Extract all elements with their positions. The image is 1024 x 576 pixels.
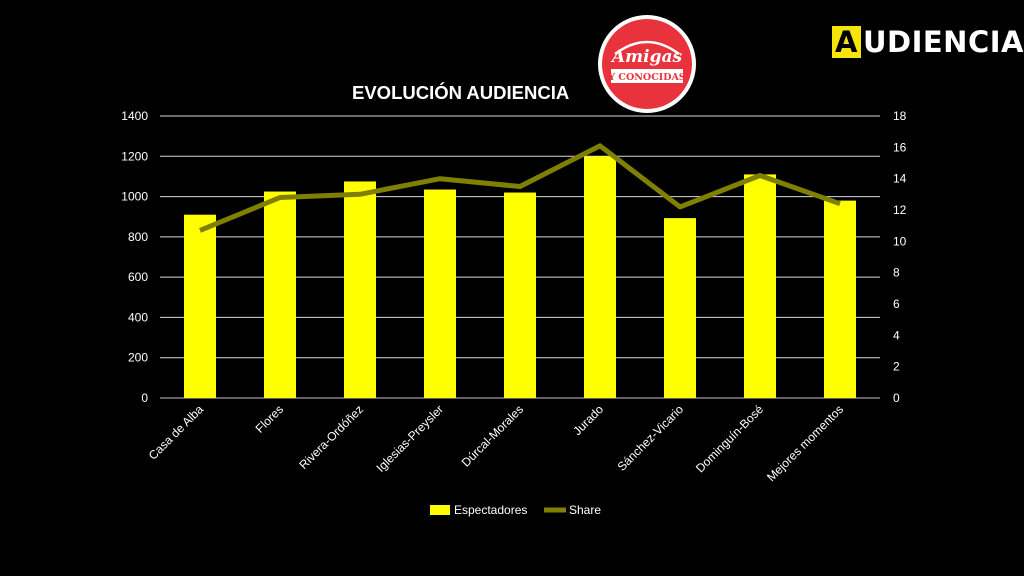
bar-espectadores xyxy=(424,189,456,398)
bar-espectadores xyxy=(504,192,536,398)
x-tick-label: Mejores momentos xyxy=(764,402,846,484)
brand-logo: AUDIENCIAS xyxy=(832,25,1024,59)
y-left-tick-label: 1200 xyxy=(121,149,148,163)
logo-arc xyxy=(614,40,680,56)
y-left-tick-label: 200 xyxy=(128,351,148,365)
bar-espectadores xyxy=(344,181,376,398)
logo-text-line1: Amigas xyxy=(610,47,683,67)
brand-first-letter: A xyxy=(832,26,861,58)
x-tick-label: Dominguín-Bosé xyxy=(693,402,766,475)
y-left-tick-label: 1400 xyxy=(121,109,148,123)
y-left-tick-label: 400 xyxy=(128,310,148,324)
y-right-tick-label: 4 xyxy=(893,328,900,342)
legend-swatch-espectadores xyxy=(430,505,450,515)
y-right-tick-label: 2 xyxy=(893,360,900,374)
y-left-tick-label: 800 xyxy=(128,230,148,244)
bar-espectadores xyxy=(744,174,776,398)
show-logo: Amigas Y CONOCIDAS xyxy=(598,15,696,113)
line-share xyxy=(199,143,841,233)
y-left-tick-label: 1000 xyxy=(121,190,148,204)
y-left-tick-label: 600 xyxy=(128,270,148,284)
brand-rest: UDIENCIAS xyxy=(862,25,1024,59)
y-right-tick-label: 12 xyxy=(893,203,907,217)
bar-espectadores xyxy=(584,156,616,398)
bar-espectadores xyxy=(824,200,856,398)
x-tick-label: Jurado xyxy=(570,402,606,438)
bar-espectadores xyxy=(264,191,296,398)
y-right-tick-label: 16 xyxy=(893,140,907,154)
x-tick-label: Dúrcal-Morales xyxy=(459,402,526,469)
x-tick-label: Rivera-Ordóñez xyxy=(296,402,366,472)
x-tick-label: Casa de Alba xyxy=(146,402,207,463)
x-tick-label: Iglesias-Preysler xyxy=(373,402,446,475)
y-right-tick-label: 0 xyxy=(893,391,900,405)
x-tick-label: Sánchez-Vicario xyxy=(615,402,687,474)
legend-label-espectadores: Espectadores xyxy=(454,503,527,517)
chart-title: EVOLUCIÓN AUDIENCIA xyxy=(352,82,570,103)
legend-label-share: Share xyxy=(569,503,601,517)
logo-ribbon xyxy=(611,69,683,83)
y-right-tick-label: 6 xyxy=(893,297,900,311)
x-tick-label: Flores xyxy=(253,402,286,435)
y-right-tick-label: 14 xyxy=(893,172,907,186)
logo-text-line2: Y CONOCIDAS xyxy=(607,72,685,83)
y-left-tick-label: 0 xyxy=(141,391,148,405)
y-right-tick-label: 8 xyxy=(893,266,900,280)
bar-espectadores xyxy=(664,218,696,398)
y-right-tick-label: 10 xyxy=(893,234,907,248)
logo-badge xyxy=(602,19,692,109)
y-right-tick-label: 18 xyxy=(893,109,907,123)
bar-espectadores xyxy=(184,214,216,398)
